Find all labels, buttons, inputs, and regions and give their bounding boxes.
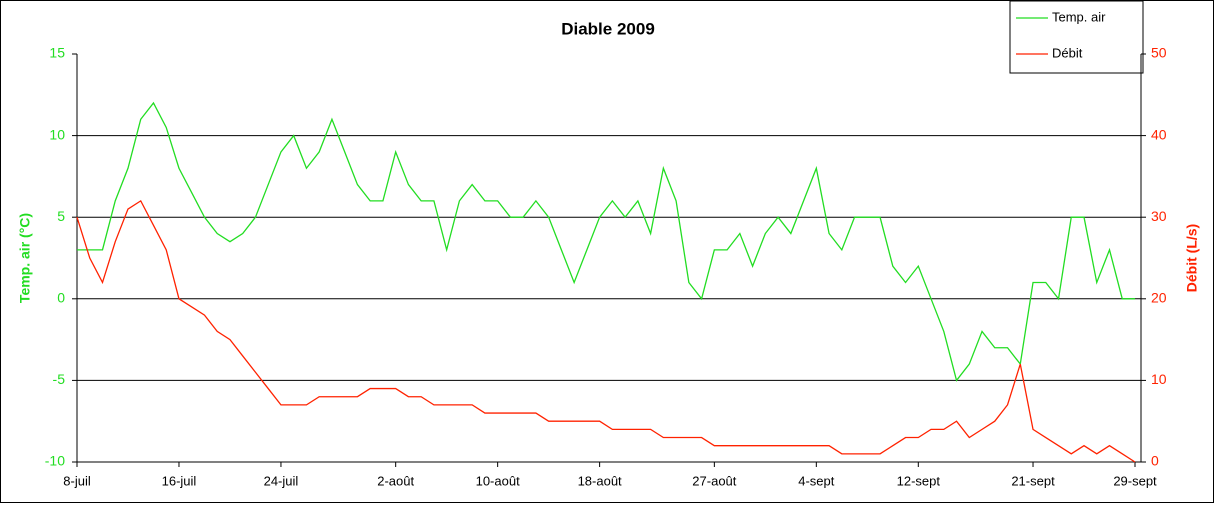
x-tick-label: 16-juil	[162, 473, 197, 488]
y-tick-label: -5	[53, 371, 66, 387]
x-tick-label: 8-juil	[63, 473, 91, 488]
legend	[1009, 0, 1144, 74]
chart-title: Diable 2009	[561, 19, 655, 38]
y2-tick-label: 0	[1151, 453, 1159, 469]
y-tick-label: 15	[49, 45, 65, 61]
x-tick-label: 12-sept	[897, 473, 941, 488]
x-tick-label: 24-juil	[264, 473, 299, 488]
x-tick-label: 2-août	[377, 473, 414, 488]
y-tick-label: 0	[57, 290, 65, 306]
y2-axis-label: Débit (L/s)	[1184, 224, 1200, 292]
legend-label: Temp. air	[1052, 9, 1106, 24]
y-tick-label: 10	[49, 126, 65, 142]
x-tick-label: 10-août	[476, 473, 520, 488]
y2-tick-label: 40	[1151, 126, 1167, 142]
x-tick-label: 18-août	[578, 473, 622, 488]
x-tick-label: 21-sept	[1011, 473, 1055, 488]
y-tick-label: 5	[57, 208, 65, 224]
data-line	[76, 199, 1136, 463]
data-line	[77, 101, 1135, 382]
x-tick-label: 4-sept	[798, 473, 835, 488]
legend-label: Débit	[1052, 45, 1083, 60]
x-tick-label: 29-sept	[1113, 473, 1157, 488]
y2-tick-label: 20	[1151, 290, 1167, 306]
y2-tick-label: 10	[1151, 371, 1167, 387]
y2-tick-label: 50	[1151, 45, 1167, 61]
y-tick-label: -10	[45, 453, 65, 469]
y2-tick-label: 30	[1151, 208, 1167, 224]
x-tick-label: 27-août	[692, 473, 736, 488]
y-axis-label: Temp. air (°C)	[17, 213, 33, 303]
